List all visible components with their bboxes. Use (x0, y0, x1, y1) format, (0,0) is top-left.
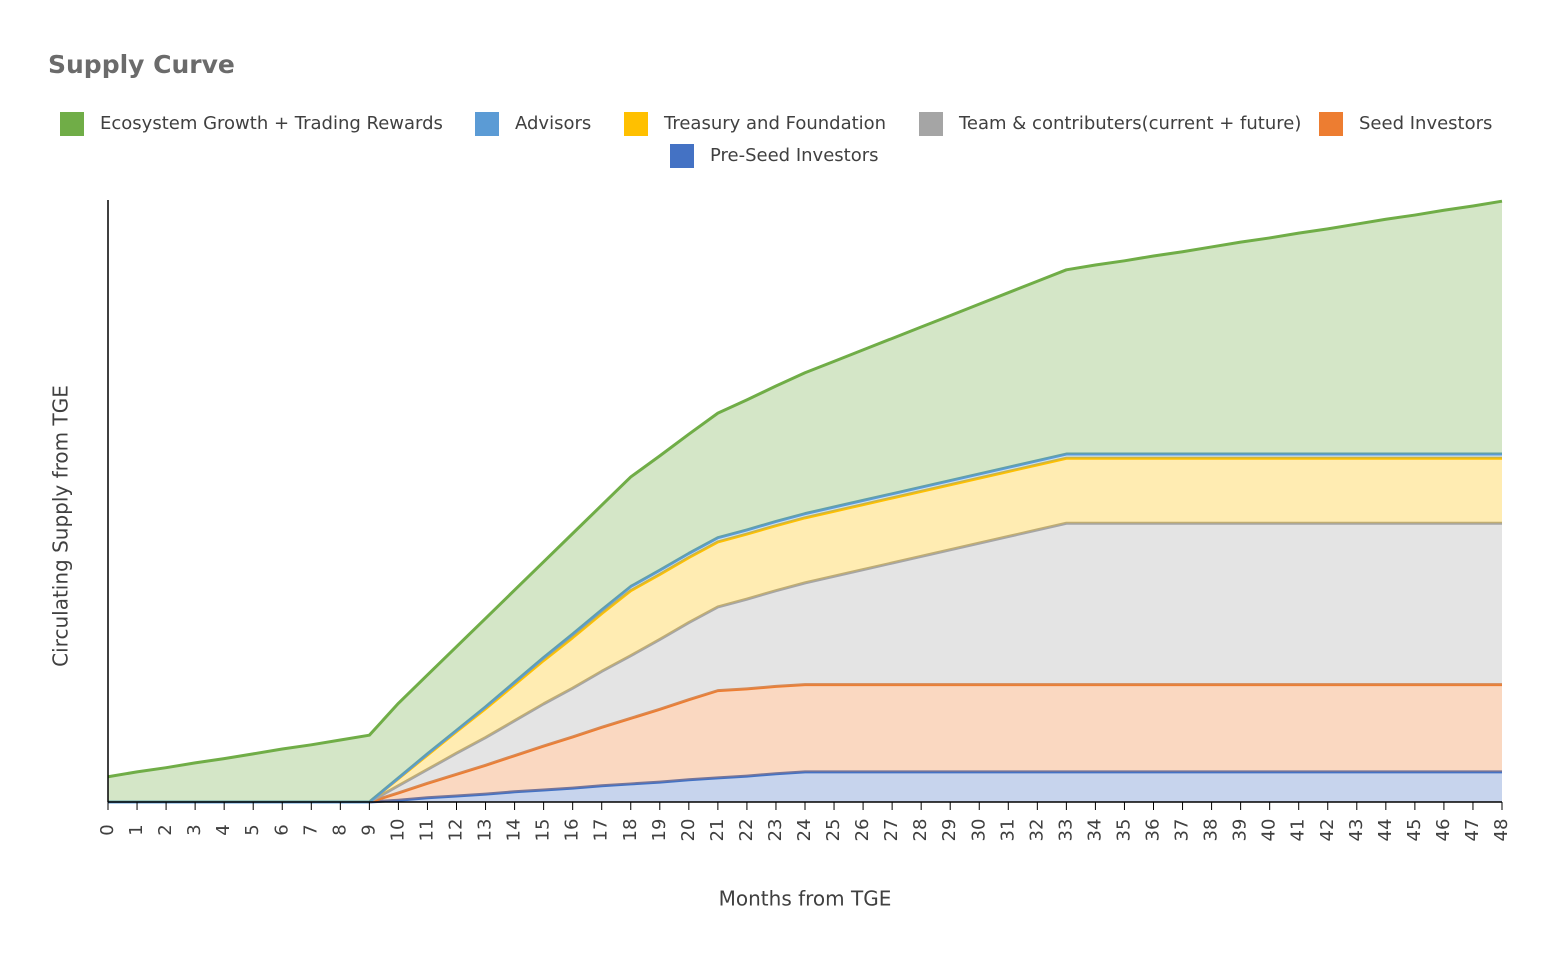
x-tick-label: 0 (97, 824, 118, 835)
x-tick-label: 23 (765, 819, 786, 842)
x-tick-label: 47 (1462, 819, 1483, 842)
legend-label: Treasury and Foundation (663, 113, 886, 134)
x-tick-label: 26 (852, 819, 873, 842)
x-tick-label: 44 (1375, 819, 1396, 842)
x-tick-label: 20 (678, 819, 699, 842)
x-tick-label: 29 (939, 819, 960, 842)
x-tick-label: 11 (416, 819, 437, 842)
x-tick-label: 36 (1143, 819, 1164, 842)
legend-label: Ecosystem Growth + Trading Rewards (100, 113, 443, 134)
x-tick-label: 45 (1404, 819, 1425, 842)
legend-label: Team & contributers(current + future) (958, 113, 1301, 134)
x-axis-title: Months from TGE (719, 887, 892, 911)
legend-swatch (624, 112, 648, 136)
legend-swatch (475, 112, 499, 136)
x-tick-label: 34 (1084, 819, 1105, 842)
x-tick-label: 48 (1491, 819, 1512, 842)
x-tick-label: 2 (155, 824, 176, 835)
legend-swatch (60, 112, 84, 136)
x-tick-label: 32 (1026, 819, 1047, 842)
legend-label: Seed Investors (1359, 113, 1492, 134)
x-tick-label: 37 (1172, 819, 1193, 842)
x-tick-label: 40 (1259, 819, 1280, 842)
area-line (107, 199, 1503, 779)
legend-label: Pre-Seed Investors (710, 145, 879, 166)
x-tick-label: 39 (1230, 819, 1251, 842)
area (108, 458, 1502, 802)
x-tick-label: 3 (184, 824, 205, 835)
x-tick-label: 41 (1288, 819, 1309, 842)
x-tick-label: 28 (910, 819, 931, 842)
y-axis-title: Circulating Supply from TGE (49, 385, 73, 667)
x-tick-label: 31 (997, 819, 1018, 842)
x-tick-label: 35 (1113, 819, 1134, 842)
x-tick-label: 16 (562, 819, 583, 842)
x-tick-label: 12 (446, 819, 467, 842)
x-tick-label: 14 (504, 819, 525, 842)
x-tick-label: 21 (707, 819, 728, 842)
area (108, 771, 1502, 802)
x-tick-label: 42 (1317, 819, 1338, 842)
x-tick-label: 10 (387, 819, 408, 842)
area (108, 684, 1502, 802)
x-tick-label: 27 (881, 819, 902, 842)
x-tick-label: 43 (1346, 819, 1367, 842)
x-tick-label: 4 (213, 824, 234, 835)
x-tick-label: 6 (271, 824, 292, 835)
area (108, 201, 1502, 803)
plot-area (107, 199, 1503, 804)
x-tick-label: 9 (358, 824, 379, 835)
x-tick-label: 7 (300, 824, 321, 835)
legend-swatch (919, 112, 943, 136)
x-tick-label: 38 (1201, 819, 1222, 842)
legend-swatch (1319, 112, 1343, 136)
x-tick-label: 22 (736, 819, 757, 842)
x-tick-label: 17 (591, 819, 612, 842)
x-tick-label: 46 (1433, 819, 1454, 842)
x-tick-label: 8 (329, 824, 350, 835)
x-tick-label: 19 (649, 819, 670, 842)
x-tick-label: 25 (823, 819, 844, 842)
x-tick-label: 13 (475, 819, 496, 842)
x-tick-label: 18 (620, 819, 641, 842)
x-tick-label: 15 (533, 819, 554, 842)
x-tick-label: 5 (242, 824, 263, 835)
x-tick-label: 24 (794, 819, 815, 842)
legend-label: Advisors (515, 113, 591, 134)
x-tick-label: 1 (126, 824, 147, 835)
legend-swatch (670, 144, 694, 168)
area (108, 523, 1502, 802)
chart-title: Supply Curve (48, 50, 235, 79)
x-tick-label: 33 (1055, 819, 1076, 842)
x-tick-label: 30 (968, 819, 989, 842)
